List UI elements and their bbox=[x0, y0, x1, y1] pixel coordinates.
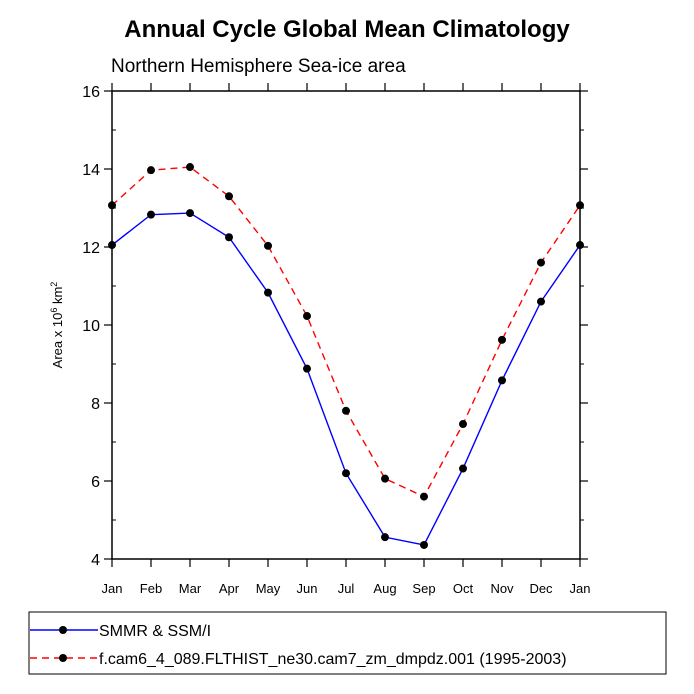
series-1-point bbox=[264, 288, 272, 297]
series-line-2 bbox=[111, 166, 581, 498]
series-2-point bbox=[108, 201, 116, 210]
x-tick-label: Jul bbox=[338, 581, 355, 596]
legend-box bbox=[28, 611, 667, 675]
series-2-point bbox=[186, 163, 194, 172]
x-tick-label: Mar bbox=[179, 581, 202, 596]
series-1-point bbox=[342, 469, 350, 478]
series-2-point bbox=[225, 192, 233, 201]
series-1-point bbox=[147, 210, 155, 219]
x-tick-label: Apr bbox=[219, 581, 240, 596]
y-tick-label: 10 bbox=[82, 318, 100, 335]
plot-area: 4 6 8 10 12 14 16 Jan Feb Mar Apr May Jun Jul Aug Sep Oc… bbox=[82, 83, 590, 596]
x-tick-label: May bbox=[256, 581, 281, 596]
y-tick-label: 16 bbox=[82, 84, 100, 101]
x-tick-label: Jun bbox=[297, 581, 318, 596]
y-axis-label-exp2: 2 bbox=[49, 282, 59, 287]
x-tick-label: Aug bbox=[373, 581, 396, 596]
y-tick-label: 6 bbox=[91, 474, 100, 491]
y-axis-label-exp1: 6 bbox=[49, 308, 59, 313]
legend-label-2: f.cam6_4_089.FLTHIST_ne30.cam7_zm_dmpdz.… bbox=[99, 651, 567, 668]
y-tick-label: 14 bbox=[82, 162, 100, 179]
series-1-point bbox=[303, 364, 311, 373]
series-1-point bbox=[537, 297, 545, 306]
legend-label-1: SMMR & SSM/I bbox=[99, 623, 211, 640]
series-2-point bbox=[537, 258, 545, 267]
y-tick-label: 4 bbox=[91, 552, 100, 569]
chart-subtitle: Northern Hemisphere Sea-ice area bbox=[111, 56, 406, 77]
x-tick-label: Jan bbox=[102, 581, 123, 596]
series-2-point bbox=[420, 492, 428, 501]
series-1-point bbox=[498, 376, 506, 385]
series-1-point bbox=[420, 540, 428, 549]
series-2-point bbox=[576, 201, 584, 210]
y-axis-label-prefix: Area x 10 bbox=[50, 313, 65, 369]
chart-title: Annual Cycle Global Mean Climatology bbox=[124, 16, 570, 43]
series-1-point bbox=[459, 464, 467, 473]
x-tick-label: Dec bbox=[529, 581, 553, 596]
x-tick-label: Feb bbox=[140, 581, 162, 596]
series-1-point bbox=[186, 209, 194, 218]
x-tick-label: Sep bbox=[412, 581, 435, 596]
y-axis-label: Area x 106 km2 bbox=[49, 282, 65, 369]
series-2-point bbox=[264, 241, 272, 250]
series-1-point bbox=[576, 241, 584, 250]
series-2-point bbox=[303, 312, 311, 321]
series-2-point bbox=[147, 166, 155, 175]
y-tick-label: 12 bbox=[82, 240, 100, 257]
series-2-point bbox=[381, 474, 389, 483]
series-1-point bbox=[108, 241, 116, 250]
series-line-1 bbox=[111, 212, 581, 546]
series-2-point bbox=[498, 335, 506, 344]
series-1-point bbox=[225, 233, 233, 242]
legend-marker-1 bbox=[59, 626, 67, 634]
x-tick-label: Jan bbox=[570, 581, 591, 596]
legend: SMMR & SSM/I f.cam6_4_089.FLTHIST_ne30.ca… bbox=[28, 611, 667, 675]
series-2-point bbox=[459, 420, 467, 429]
series-1-point bbox=[381, 533, 389, 542]
legend-marker-2 bbox=[59, 654, 67, 662]
y-axis-label-mid: km bbox=[50, 287, 65, 308]
x-tick-label: Nov bbox=[490, 581, 514, 596]
x-tick-label: Oct bbox=[453, 581, 474, 596]
series-2-point bbox=[342, 406, 350, 415]
y-tick-label: 8 bbox=[91, 396, 100, 413]
